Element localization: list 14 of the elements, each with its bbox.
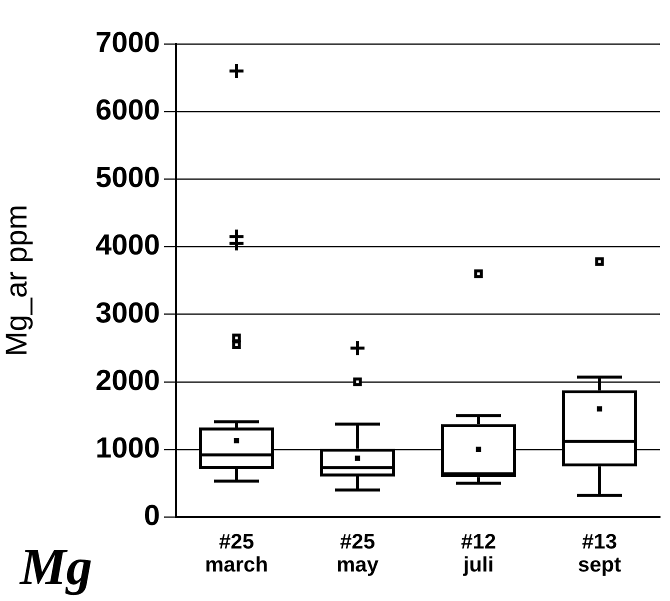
- x-tick-label: #25 may: [336, 530, 379, 576]
- x-tick-label: #12 juli: [460, 530, 496, 576]
- y-tick-label: 4000: [95, 230, 160, 262]
- y-tick-label: 3000: [95, 297, 160, 330]
- text: Mg: [19, 539, 92, 596]
- y-tick-label: 2000: [95, 364, 160, 397]
- x-tick-label: #25 march: [204, 530, 268, 576]
- y-tick-label: 6000: [95, 94, 160, 127]
- y-axis-title: Mg_ar ppm: [0, 204, 34, 356]
- y-tick-label: 5000: [95, 162, 160, 194]
- x-tick-label: #13 sept: [578, 530, 622, 576]
- y-tick-label: 7000: [95, 27, 160, 59]
- y-tick-label: 1000: [95, 432, 160, 464]
- y-tick-label: 0: [144, 500, 160, 532]
